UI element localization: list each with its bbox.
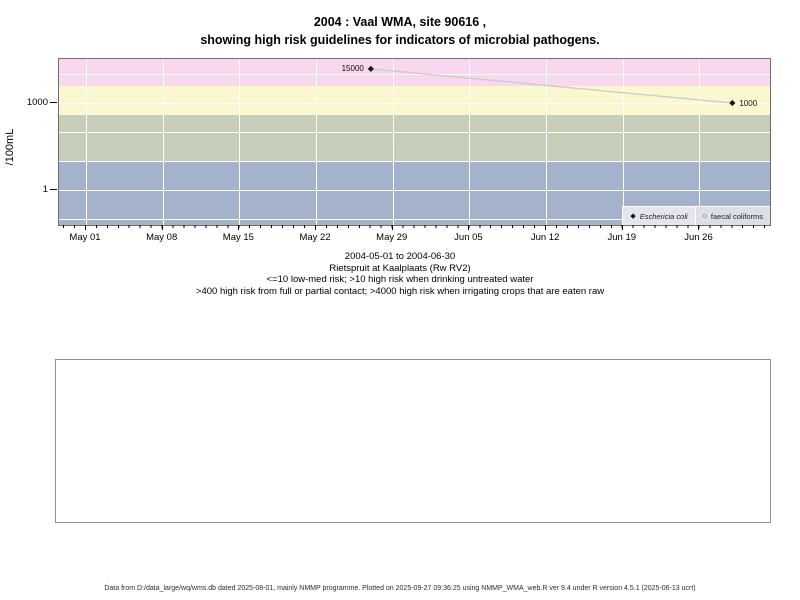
vertical-gridline <box>162 59 164 225</box>
x-tick-mark <box>161 225 163 230</box>
data-point-marker <box>367 65 374 72</box>
x-tick-label: May 15 <box>222 232 254 243</box>
caption-site-name: Rietspruit at Kaalplaats (Rw RV2) <box>329 262 471 274</box>
legend-label: faecal coliforms <box>710 211 763 221</box>
vertical-gridline <box>239 59 241 225</box>
chart-caption: 2004-05-01 to 2004-06-30 Rietspruit at K… <box>0 251 800 297</box>
x-tick-label: Jun 12 <box>530 232 560 243</box>
footer-note: Data from D:/data_large/wq/wms.db dated … <box>104 585 696 592</box>
risk-band <box>59 85 770 115</box>
chart-title-line2: showing high risk guidelines for indicat… <box>200 33 600 47</box>
horizontal-gridline <box>59 74 770 75</box>
vertical-gridline <box>86 59 87 225</box>
vertical-gridline <box>392 59 394 225</box>
x-tick-mark <box>621 225 623 230</box>
x-tick-mark <box>391 225 393 230</box>
data-series-layer <box>367 65 736 107</box>
y-tick-mark <box>50 189 57 190</box>
plot-area: 15000 1000 ◆ Eschericia coli ○ faecal col… <box>58 58 771 226</box>
data-point-label: 15000 <box>341 64 364 74</box>
x-tick-mark <box>468 225 470 230</box>
risk-band <box>59 59 770 86</box>
y-tick-mark <box>50 102 57 103</box>
chart-title: 2004 : Vaal WMA, site 90616 , showing hi… <box>0 13 800 49</box>
risk-band <box>59 114 770 161</box>
filled-diamond-marker-icon: ◆ <box>630 212 636 220</box>
x-tick-mark <box>315 225 317 230</box>
chart-figure: /100mL 15000 1000 ◆ Eschericia coli ○ fae… <box>4 58 771 243</box>
x-tick-label: May 29 <box>376 232 408 243</box>
y-axis-label: /100mL <box>4 128 16 166</box>
horizontal-gridline <box>59 161 770 162</box>
caption-guideline-2: >400 high risk from full or partial cont… <box>195 285 605 297</box>
vertical-gridline <box>469 59 471 225</box>
legend-item-eschericia-coli: ◆ Eschericia coli <box>622 206 695 225</box>
horizontal-gridline <box>59 190 770 191</box>
x-tick-mark <box>545 225 547 230</box>
series-line <box>370 68 733 104</box>
caption-guideline-1: <=10 low-med risk; >10 high risk when dr… <box>266 274 534 285</box>
x-tick-mark <box>85 225 86 230</box>
chart-title-line1: 2004 : Vaal WMA, site 90616 , <box>313 15 487 29</box>
x-tick-label: May 01 <box>69 232 101 243</box>
x-tick-mark <box>238 225 240 230</box>
vertical-gridline <box>699 59 701 225</box>
vertical-gridline <box>546 59 548 225</box>
x-tick-mark <box>698 225 700 230</box>
x-tick-label: May 22 <box>299 232 331 243</box>
vertical-gridline <box>622 59 624 225</box>
horizontal-gridline <box>59 132 770 133</box>
x-tick-label: Jun 26 <box>684 232 713 243</box>
horizontal-gridline <box>59 219 770 220</box>
data-point-label: 1000 <box>739 98 758 108</box>
legend-label: Eschericia coli <box>639 211 688 221</box>
x-tick-label: Jun 05 <box>454 232 483 243</box>
caption-date-range: 2004-05-01 to 2004-06-30 <box>344 251 456 262</box>
x-tick-label: May 08 <box>146 232 178 243</box>
data-point-marker <box>729 99 736 107</box>
chart-legend: ◆ Eschericia coli ○ faecal coliforms <box>622 206 770 225</box>
vertical-gridline <box>316 59 318 225</box>
y-tick-label: 1 <box>42 184 48 195</box>
horizontal-gridline <box>59 103 770 104</box>
y-tick-label: 1000 <box>26 97 48 108</box>
x-tick-label: Jun 19 <box>607 232 637 243</box>
legend-item-faecal-coliforms: ○ faecal coliforms <box>694 206 770 225</box>
open-circle-marker-icon: ○ <box>702 212 707 220</box>
empty-panel <box>55 359 771 523</box>
x-minor-ticks <box>58 225 769 228</box>
